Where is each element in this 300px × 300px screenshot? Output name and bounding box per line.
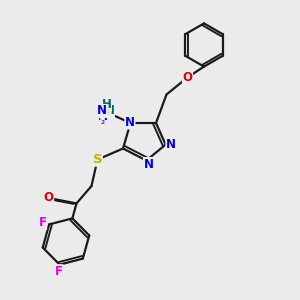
Text: ₂: ₂ [100, 116, 105, 126]
Text: F: F [39, 216, 46, 230]
Text: N: N [98, 110, 108, 123]
Text: H: H [105, 104, 114, 118]
Text: O: O [44, 191, 54, 204]
Text: F: F [55, 265, 63, 278]
Text: H: H [102, 98, 111, 111]
Text: N: N [96, 104, 106, 118]
Text: N: N [125, 116, 135, 129]
Text: O: O [182, 71, 193, 84]
Text: S: S [93, 153, 102, 166]
Text: N: N [143, 158, 154, 171]
Text: N: N [166, 138, 176, 151]
